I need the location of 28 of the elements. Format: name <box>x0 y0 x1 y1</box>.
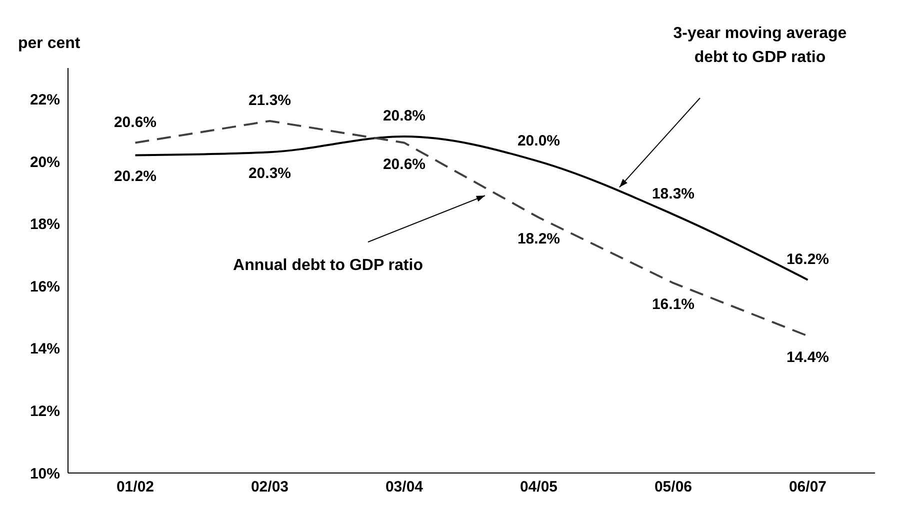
text: 3-year moving average debt to GDP ratio <box>673 25 847 66</box>
y-tick-label: 14% <box>30 340 60 358</box>
x-tick-label: 05/06 <box>654 478 692 496</box>
data-label: 21.3% <box>248 92 292 109</box>
y-tick-label: 16% <box>30 278 60 296</box>
x-tick-label: 06/07 <box>788 478 827 496</box>
x-tick-label: 01/02 <box>116 478 154 496</box>
data-label: 14.4% <box>786 348 830 366</box>
data-label: 16.2% <box>786 250 830 268</box>
y-axis-title: per cent <box>18 35 81 52</box>
data-label: 20.6% <box>382 156 426 173</box>
data-label: 20.8% <box>382 108 426 125</box>
y-tick-label: 12% <box>30 403 60 420</box>
y-tick-label: 10% <box>30 465 60 482</box>
data-label: 20.3% <box>248 165 292 182</box>
data-label: 20.0% <box>517 132 560 150</box>
x-tick-label: 04/05 <box>520 478 558 496</box>
data-label: 18.2% <box>517 230 560 248</box>
y-tick-label: 18% <box>30 216 60 234</box>
x-tick-label: 03/04 <box>385 478 424 496</box>
annotation: Annual debt to GDP ratio <box>233 257 424 274</box>
data-label: 20.2% <box>114 168 157 186</box>
data-label: 18.3% <box>652 185 695 202</box>
y-tick-label: 22% <box>30 91 60 108</box>
data-label: 20.6% <box>114 114 157 131</box>
y-tick-label: 20% <box>30 154 60 171</box>
data-label: 16.1% <box>652 296 695 313</box>
x-tick-label: 02/03 <box>250 478 289 496</box>
